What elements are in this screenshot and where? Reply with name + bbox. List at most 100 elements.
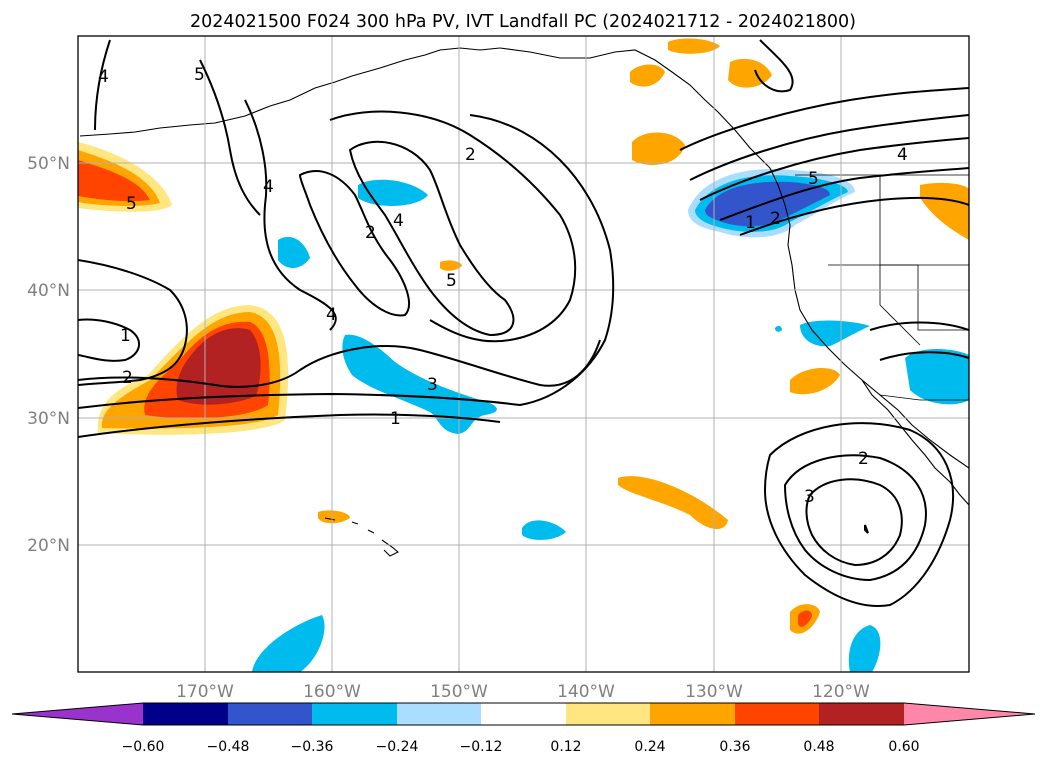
coastlines [79,47,969,557]
colorbar-tick-label: −0.36 [291,739,334,755]
contour-label: 5 [446,271,457,291]
longitude-labels: 170°W 160°W 150°W 140°W 130°W 120°W [176,682,870,702]
shade-positive-south-core [798,610,812,627]
contour-label: 1 [120,326,131,346]
shade-negative-south-east [848,625,881,672]
colorbar-arrow-high [904,703,1035,725]
contour-jet-nw-2 [689,114,969,181]
figure-title: 2024021500 F024 300 hPa PV, IVT Landfall… [190,12,856,32]
lat-label-30n: 30°N [27,409,70,429]
colorbar: −0.60 −0.48 −0.36 −0.24 −0.12 0.12 0.24 … [11,702,1036,755]
contour-label: 3 [804,487,815,507]
contour-sw-us [869,321,969,361]
contour-label: 4 [263,177,274,197]
contour-5-west [199,59,261,216]
contour-jet-nw [679,87,969,151]
border-california [828,264,921,346]
shade-positive-bc-coast [632,132,685,165]
shade-negative-west-40n [278,236,310,268]
lon-label-140w: 140°W [557,682,615,702]
lon-label-120w: 120°W [812,682,870,702]
colorbar-arrow-low [12,703,143,725]
contour-label: 4 [98,67,109,87]
contour-1-west [78,318,140,362]
lat-label-20n: 20°N [27,536,70,556]
contour-jet-nw-4 [719,167,969,221]
shade-positive-baja-west [790,368,840,395]
shade-positive-west-coast-50n-inner [78,160,150,202]
colorbar-bin [819,703,904,725]
lon-label-170w: 170°W [176,682,234,702]
colorbar-tick-label: −0.12 [460,739,503,755]
map-frame [77,35,970,673]
shade-negative-arizona [905,349,969,405]
colorbar-tick-label: −0.24 [376,739,419,755]
lon-label-160w: 160°W [303,682,361,702]
contour-label: 2 [770,209,781,229]
colorbar-bin [650,703,735,725]
colorbar-bin [143,703,228,725]
contour-ridge-outer [78,339,601,388]
shade-negative-central [358,179,428,206]
colorbar-outline [11,702,1036,726]
contour-trough-inner [298,170,410,317]
map-area: 4 5 4 2 2 4 5 4 1 2 3 1 1 2 5 4 2 3 5 [78,36,969,672]
contour-trough-mid [348,140,515,337]
colorbar-tick-label: −0.48 [207,739,250,755]
gridlines [78,36,969,672]
contour-label: 2 [858,449,869,469]
colorbar-tick-label: 0.36 [719,739,750,755]
colorbar-tick-label: 0.48 [803,739,834,755]
contour-label: 1 [390,409,401,429]
lon-label-150w: 150°W [430,682,488,702]
contour-label: 4 [393,211,404,231]
contour-label: 1 [745,213,756,233]
contour-4-west [94,39,111,131]
contour-1-jet [78,413,501,438]
lon-label-130w: 130°W [685,682,743,702]
shade-positive-gulf-alaska [668,38,720,54]
contour-alaska-loop [754,39,794,93]
contour-labels: 4 5 4 2 2 4 5 4 1 2 3 1 1 2 5 4 2 3 5 [98,65,908,507]
contour-ca-cutoff-inner [805,478,903,567]
colorbar-tick-label: 0.60 [888,739,919,755]
shade-negative-subtropic-chain [342,334,497,434]
colorbar-tick-label: 0.24 [634,739,665,755]
colorbar-bin [735,703,819,725]
colorbar-tick-labels: −0.60 −0.48 −0.36 −0.24 −0.12 0.12 0.24 … [122,739,920,755]
coastline-bc-us [769,167,969,469]
contour-label: 3 [427,375,438,395]
contour-label: 2 [465,145,476,165]
contour-label: 4 [326,305,337,325]
coastline-aleutians [79,47,501,137]
coastline-hawaii [324,517,399,557]
shade-positive-small [440,260,462,271]
shade-positive-hawaii-west [318,510,350,524]
lat-label-50n: 50°N [27,154,70,174]
contour-label: 5 [194,65,205,85]
border-nevada [880,264,969,331]
shade-negative-california [800,320,870,347]
shade-negative-hawaii-east [522,520,566,540]
border-mexico [879,394,969,401]
contour-label: 5 [126,194,137,214]
contour-jet-nw-5 [739,196,969,236]
coastline-baja [861,379,969,506]
shade-positive-alaska-small [630,64,665,87]
contour-trough-outer [329,110,577,343]
shade-positive-subtropic-band [618,476,728,530]
pv-contours [78,39,969,607]
colorbar-bin [566,703,650,725]
contour-4-loop [244,99,337,331]
lat-label-40n: 40°N [27,281,70,301]
shade-positive-idaho [920,182,969,240]
contour-label: 2 [365,223,376,243]
latitude-labels: 50°N 40°N 30°N 20°N [27,154,70,556]
colorbar-bin [481,703,566,725]
contour-label: 4 [897,145,908,165]
contour-jet-nw-3 [699,137,969,201]
contour-label: 5 [808,169,819,189]
colorbar-bin [228,703,312,725]
shade-positive-subtropical-core [176,328,261,405]
